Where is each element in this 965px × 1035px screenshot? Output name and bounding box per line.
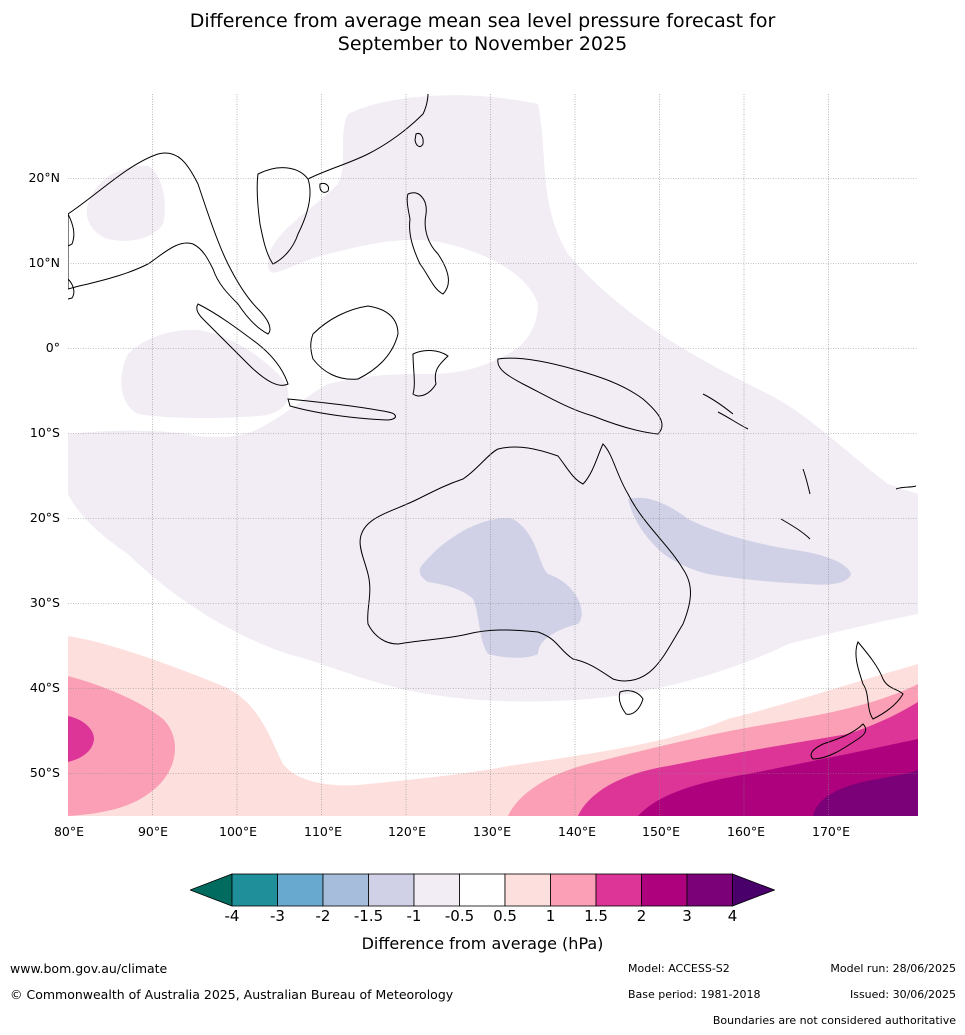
colorbar-tick-label: -2 [315, 907, 331, 925]
china-coastline [307, 94, 429, 180]
mainland-southeast-asia-coastline [68, 152, 271, 335]
chart-title: Difference from average mean sea level p… [0, 10, 965, 56]
colorbar-box [322, 873, 369, 907]
hainan-coastline [319, 183, 329, 193]
colorbar-box [231, 873, 278, 907]
colorbar-tick-label: 1.5 [584, 907, 608, 925]
lon-label-140e: 140°E [557, 824, 597, 839]
anomaly-region-lavender-east [628, 497, 851, 585]
anomaly-region-purple-se [813, 770, 918, 816]
sumatra-coastline [196, 303, 289, 386]
boundaries-note: Boundaries are not considered authoritat… [712, 1014, 956, 1027]
model-run-text: Model run: 28/06/2025 [830, 962, 956, 975]
indochina-coastline [256, 167, 311, 265]
colorbar-box [550, 873, 597, 907]
colorbar-tick-label: -0.5 [444, 907, 475, 925]
colorbar-extend-high [732, 873, 775, 907]
lon-label-160e: 160°E [726, 824, 766, 839]
colorbar-tick-label: 0.5 [493, 907, 517, 925]
new-guinea-coastline [497, 357, 663, 435]
colorbar-label: Difference from average (hPa) [361, 934, 604, 953]
new-zealand-south-coastline [810, 723, 867, 760]
colorbar-box [413, 873, 460, 907]
tasmania-coastline [618, 690, 644, 715]
anomaly-region-magenta-west [68, 716, 94, 762]
colorbar-box [277, 873, 324, 907]
gridlines [68, 94, 918, 816]
colorbar-tick-label: -3 [270, 907, 285, 925]
lat-label-30s: 30°S [29, 595, 60, 610]
lon-label-110e: 110°E [303, 824, 343, 839]
lat-label-10s: 10°S [29, 425, 60, 440]
lat-label-10n: 10°N [28, 255, 60, 270]
base-period-text: Base period: 1981-2018 [628, 988, 761, 1001]
colorbar [190, 873, 775, 907]
colorbar-box [641, 873, 688, 907]
sulawesi-coastline [412, 350, 449, 397]
australia-coastline [359, 443, 691, 682]
fiji-coastline [895, 485, 917, 490]
india-coastline [68, 213, 75, 247]
new-caledonia-coastline [780, 518, 811, 540]
colorbar-box [686, 873, 733, 907]
colorbar-tick-label: 1 [545, 907, 556, 925]
issued-text: Issued: 30/06/2025 [849, 988, 956, 1001]
anomaly-region-lavender-central [419, 518, 582, 658]
model-text: Model: ACCESS-S2 [628, 962, 730, 975]
website-text: www.bom.gov.au/climate [10, 961, 168, 976]
new-zealand-north-coastline [855, 641, 904, 720]
colorbar-box [459, 873, 506, 907]
colorbar-tick-label: -1.5 [353, 907, 384, 925]
anomaly-region-pink-west [68, 676, 175, 816]
vanuatu-coastline [802, 468, 811, 495]
taiwan-coastline [414, 133, 424, 148]
solomon-islands-coastline [702, 393, 749, 430]
anomaly-region-pale-purple-west [121, 329, 289, 419]
title-line-2: September to November 2025 [337, 33, 628, 55]
colorbar-tick-label: 4 [727, 907, 738, 925]
philippines-coastline [406, 192, 449, 295]
lat-label-20s: 20°S [29, 510, 60, 525]
lon-label-80e: 80°E [53, 824, 85, 839]
sri-lanka-coastline [68, 278, 75, 300]
borneo-coastline [310, 305, 399, 380]
colorbar-tick-label: 3 [682, 907, 692, 925]
copyright-text: © Commonwealth of Australia 2025, Austra… [10, 987, 454, 1002]
lon-label-120e: 120°E [387, 824, 427, 839]
coastlines [68, 94, 917, 760]
lon-label-130e: 130°E [472, 824, 512, 839]
pressure-anomaly-map[interactable] [68, 94, 918, 816]
colorbar-tick-label: 2 [636, 907, 647, 925]
colorbar-tick-label: -1 [406, 907, 422, 925]
lat-label-40s: 40°S [29, 680, 60, 695]
colorbar-box [504, 873, 551, 907]
lat-label-0: 0° [45, 340, 60, 355]
lon-label-170e: 170°E [811, 824, 851, 839]
colorbar-tick-label: -4 [224, 907, 240, 925]
colorbar-extend-low [190, 873, 233, 907]
title-line-1: Difference from average mean sea level p… [189, 10, 776, 32]
anomaly-region-pale-purple-nw [86, 165, 165, 241]
colorbar-box [368, 873, 415, 907]
lat-label-20n: 20°N [28, 170, 60, 185]
colorbar-box [595, 873, 642, 907]
lon-label-150e: 150°E [641, 824, 681, 839]
lon-label-100e: 100°E [218, 824, 258, 839]
lon-label-90e: 90°E [137, 824, 169, 839]
java-coastline [287, 398, 396, 421]
lat-label-50s: 50°S [29, 765, 60, 780]
